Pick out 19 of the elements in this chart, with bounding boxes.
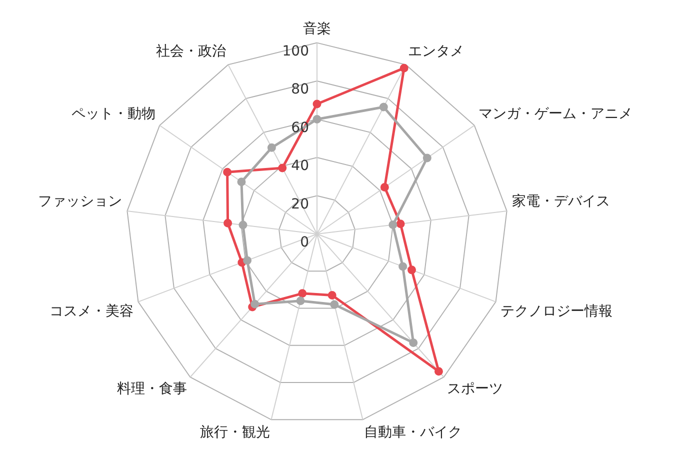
spoke-label: マンガ・ゲーム・アニメ xyxy=(478,106,632,122)
spoke-label: ペット・動物 xyxy=(72,106,156,122)
y-tick-label: 20 xyxy=(291,196,309,212)
spoke-label: スポーツ xyxy=(447,380,504,397)
spoke-label: ファッション xyxy=(38,194,122,210)
spoke-label: 社会・政治 xyxy=(156,44,226,60)
spoke-label: 家電・デバイス xyxy=(512,194,610,210)
spoke-label: 音楽 xyxy=(303,21,331,38)
y-tick-label: 80 xyxy=(291,82,309,98)
spoke-label: テクノロジー情報 xyxy=(500,304,612,320)
y-tick-label: 60 xyxy=(291,120,309,136)
spoke-label: エンタメ xyxy=(408,44,464,60)
y-tick-label: 40 xyxy=(291,158,309,174)
y-tick-label: 100 xyxy=(282,43,309,60)
spoke-label: 料理・食事 xyxy=(116,380,187,397)
spoke-label: コスメ・美容 xyxy=(50,304,134,320)
spoke-label: 自動車・バイク xyxy=(364,424,462,441)
spoke-label: 旅行・観光 xyxy=(200,424,270,441)
y-tick-label: 0 xyxy=(300,234,309,251)
